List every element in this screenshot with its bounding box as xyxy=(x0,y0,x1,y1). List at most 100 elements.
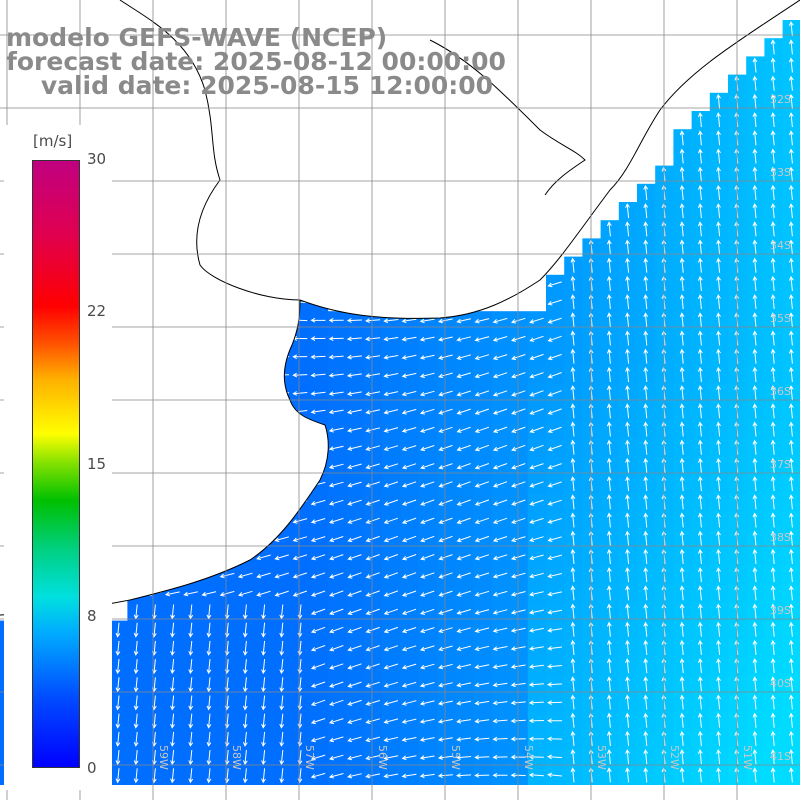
wind-arrow xyxy=(770,184,776,200)
wind-arrow xyxy=(456,444,471,452)
wind-arrow xyxy=(170,640,175,656)
wind-arrow xyxy=(437,773,453,778)
wind-arrow xyxy=(770,676,776,692)
wind-arrow xyxy=(570,257,576,273)
wind-arrow xyxy=(570,512,576,528)
wind-arrow xyxy=(643,403,649,419)
wind-arrow xyxy=(788,548,794,564)
wind-arrow xyxy=(365,626,380,634)
wind-arrow xyxy=(697,148,703,164)
wind-arrow xyxy=(679,294,685,310)
wind-arrow xyxy=(365,481,380,488)
wind-arrow xyxy=(643,530,649,546)
wind-arrow xyxy=(625,330,630,346)
wind-arrow xyxy=(770,621,776,637)
wind-arrow xyxy=(456,372,471,379)
wind-arrow xyxy=(752,130,758,146)
wind-arrow xyxy=(133,750,139,766)
wind-arrow xyxy=(547,390,562,397)
wind-arrow xyxy=(242,768,248,784)
wind-arrow xyxy=(570,385,576,401)
wind-arrow xyxy=(643,548,649,564)
wind-arrow xyxy=(570,421,576,437)
wind-arrow xyxy=(770,694,776,710)
wind-arrow xyxy=(679,403,685,419)
wind-arrow xyxy=(347,572,362,579)
wind-arrow xyxy=(752,639,758,655)
wind-arrow xyxy=(625,694,630,710)
wind-arrow xyxy=(310,663,326,670)
wind-arrow xyxy=(547,353,562,361)
wind-arrow xyxy=(456,481,471,488)
wind-arrow xyxy=(401,336,417,342)
wind-arrow xyxy=(643,567,649,583)
wind-arrow xyxy=(697,257,703,273)
wind-arrow xyxy=(261,622,266,638)
wind-arrow xyxy=(365,773,381,779)
wind-arrow xyxy=(716,221,721,237)
wind-arrow xyxy=(329,499,344,506)
wind-arrow xyxy=(383,517,399,524)
wind-arrow xyxy=(347,499,362,506)
wind-arrow xyxy=(606,330,612,346)
longitude-label: 53W xyxy=(595,745,608,770)
latitude-label: 32S xyxy=(770,93,791,106)
wind-arrow xyxy=(347,445,362,451)
wind-arrow xyxy=(625,312,630,328)
wind-arrow xyxy=(679,385,685,401)
wind-arrow xyxy=(788,75,794,91)
wind-arrow xyxy=(570,712,576,728)
wind-arrow xyxy=(716,294,721,310)
wind-arrow xyxy=(438,608,453,615)
wind-arrow xyxy=(438,572,453,579)
wind-arrow xyxy=(716,749,721,765)
wind-arrow xyxy=(401,408,417,415)
wind-arrow xyxy=(788,294,794,310)
wind-arrow xyxy=(788,421,794,437)
wind-arrow xyxy=(679,676,685,692)
wind-arrow xyxy=(492,682,508,688)
wind-arrow xyxy=(716,767,721,783)
wind-arrow xyxy=(528,682,544,687)
wind-arrow xyxy=(770,767,776,783)
wind-arrow xyxy=(570,603,576,619)
wind-arrow xyxy=(788,93,794,109)
wind-arrow xyxy=(297,604,303,620)
wind-arrow xyxy=(383,427,399,433)
wind-arrow xyxy=(328,336,344,342)
wind-arrow xyxy=(679,476,685,492)
wind-arrow xyxy=(529,554,544,561)
wind-arrow xyxy=(261,750,266,766)
wind-arrow xyxy=(643,512,649,528)
wind-arrow xyxy=(419,372,435,379)
wind-arrow xyxy=(716,166,721,182)
wind-arrow xyxy=(438,590,453,597)
wind-arrow xyxy=(770,421,776,437)
wind-arrow xyxy=(170,659,175,675)
wind-arrow xyxy=(188,750,194,766)
wind-arrow xyxy=(170,677,175,693)
wind-arrow xyxy=(529,591,544,597)
wind-arrow xyxy=(752,712,758,728)
wind-arrow xyxy=(679,457,685,473)
wind-arrow xyxy=(274,590,289,597)
wind-arrow xyxy=(528,718,544,724)
wind-arrow xyxy=(529,572,544,579)
wind-arrow xyxy=(606,476,612,492)
wind-arrow xyxy=(529,499,544,506)
wind-arrow xyxy=(206,640,212,656)
wind-arrow xyxy=(716,730,721,746)
wind-arrow xyxy=(346,336,362,342)
wind-arrow xyxy=(365,391,381,397)
wind-arrow xyxy=(328,354,344,360)
wind-arrow xyxy=(679,366,685,382)
wind-arrow xyxy=(170,604,175,620)
wind-arrow xyxy=(606,512,612,528)
latitude-label: 37S xyxy=(770,458,791,471)
wind-arrow xyxy=(347,754,362,761)
wind-arrow xyxy=(643,366,649,382)
wind-arrow xyxy=(492,590,508,597)
wind-arrow xyxy=(310,372,326,378)
wind-arrow xyxy=(752,184,758,200)
wind-arrow xyxy=(625,366,630,382)
